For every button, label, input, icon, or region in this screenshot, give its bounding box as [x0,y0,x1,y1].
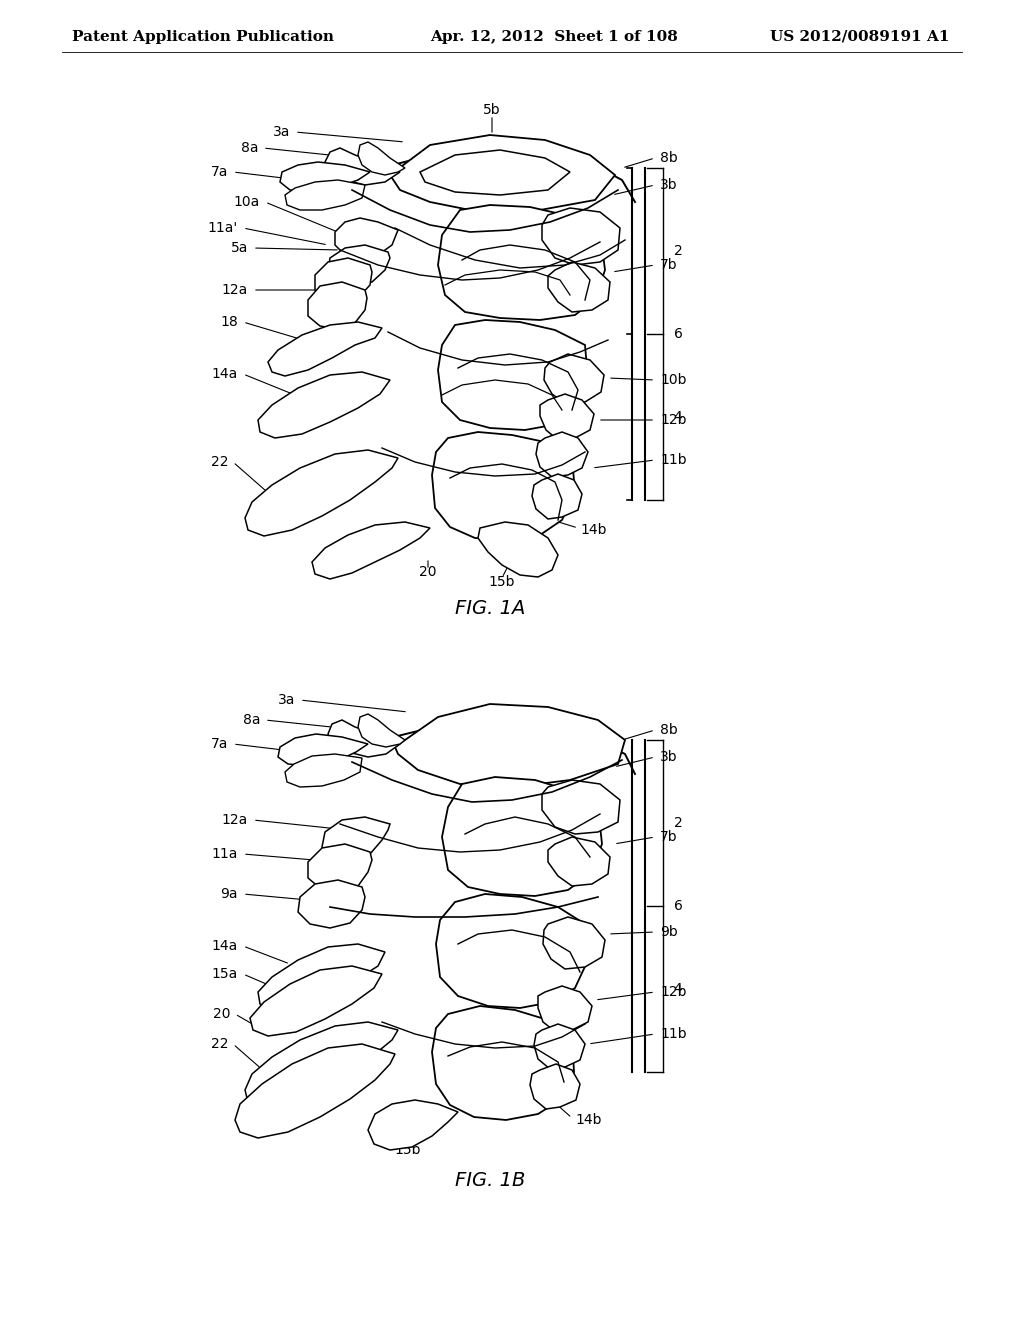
Polygon shape [540,393,594,440]
Polygon shape [285,180,365,210]
Polygon shape [543,917,605,969]
Polygon shape [245,450,398,536]
Text: 5b: 5b [483,103,501,117]
Text: 6: 6 [674,899,682,913]
Polygon shape [312,521,430,579]
Polygon shape [432,1006,574,1119]
Text: 10b: 10b [660,374,686,387]
Text: 14b: 14b [575,1113,601,1127]
Polygon shape [390,135,615,213]
Polygon shape [315,257,372,302]
Polygon shape [420,150,570,195]
Polygon shape [530,1064,580,1109]
Text: 2: 2 [674,816,682,830]
Polygon shape [335,218,398,257]
Polygon shape [368,1100,458,1150]
Text: FIG. 1A: FIG. 1A [455,598,525,618]
Text: 3b: 3b [660,750,678,764]
Polygon shape [436,894,588,1008]
Text: Patent Application Publication: Patent Application Publication [72,30,334,44]
Polygon shape [322,817,390,861]
Polygon shape [542,209,620,265]
Text: 9a: 9a [220,887,238,902]
Text: 12a: 12a [222,813,248,828]
Polygon shape [325,148,400,185]
Text: 8a: 8a [241,141,258,154]
Polygon shape [234,1044,395,1138]
Text: 8a: 8a [243,713,260,727]
Text: 12b: 12b [660,985,686,999]
Text: 4: 4 [674,411,682,424]
Polygon shape [442,777,602,896]
Text: 14b: 14b [580,523,606,537]
Text: 15a: 15a [212,968,238,981]
Polygon shape [358,143,406,176]
Text: 8b: 8b [660,150,678,165]
Text: 14a: 14a [212,367,238,381]
Text: 3b: 3b [660,178,678,191]
Polygon shape [438,205,605,319]
Text: 3a: 3a [272,125,290,139]
Polygon shape [438,319,588,430]
Text: 15b: 15b [488,576,515,589]
Polygon shape [298,880,365,928]
Text: 11b: 11b [660,1027,687,1041]
Text: 4: 4 [674,982,682,997]
Text: 16: 16 [452,176,469,189]
Polygon shape [245,1022,398,1107]
Polygon shape [308,282,367,329]
Text: 22: 22 [211,1038,228,1051]
Text: 15b: 15b [394,1143,421,1158]
Polygon shape [308,843,372,891]
Text: 3a: 3a [278,693,295,708]
Polygon shape [536,432,588,477]
Text: 14a: 14a [212,939,238,953]
Polygon shape [548,837,610,886]
Text: 20: 20 [213,1007,230,1020]
Text: 7b: 7b [660,830,678,843]
Text: 22: 22 [211,455,228,469]
Text: 11b: 11b [660,453,687,467]
Text: 12b: 12b [660,413,686,426]
Text: 7a: 7a [211,737,228,751]
Polygon shape [358,714,406,747]
Text: 2: 2 [674,244,682,257]
Text: 11a': 11a' [208,220,238,235]
Polygon shape [285,754,362,787]
Text: 18: 18 [220,315,238,329]
Polygon shape [542,780,620,834]
Text: US 2012/0089191 A1: US 2012/0089191 A1 [770,30,950,44]
Polygon shape [432,432,575,540]
Text: 7b: 7b [660,257,678,272]
Text: 8b: 8b [660,723,678,737]
Polygon shape [328,246,390,285]
Text: 20: 20 [419,565,437,579]
Polygon shape [548,261,610,312]
Text: 6: 6 [674,327,682,341]
Polygon shape [280,162,370,191]
Polygon shape [534,1024,585,1069]
Polygon shape [395,704,625,787]
Text: 9b: 9b [660,925,678,939]
Text: 12a: 12a [222,282,248,297]
Text: FIG. 1B: FIG. 1B [455,1171,525,1189]
Polygon shape [250,966,382,1036]
Text: 10a: 10a [233,195,260,209]
Text: 11a: 11a [212,847,238,861]
Polygon shape [544,354,604,404]
Text: Apr. 12, 2012  Sheet 1 of 108: Apr. 12, 2012 Sheet 1 of 108 [430,30,678,44]
Polygon shape [268,322,382,376]
Polygon shape [532,474,582,519]
Text: 7a: 7a [211,165,228,180]
Polygon shape [258,944,385,1010]
Polygon shape [478,521,558,577]
Polygon shape [538,986,592,1032]
Polygon shape [258,372,390,438]
Polygon shape [328,719,400,756]
Text: 5a: 5a [230,242,248,255]
Polygon shape [278,734,368,766]
